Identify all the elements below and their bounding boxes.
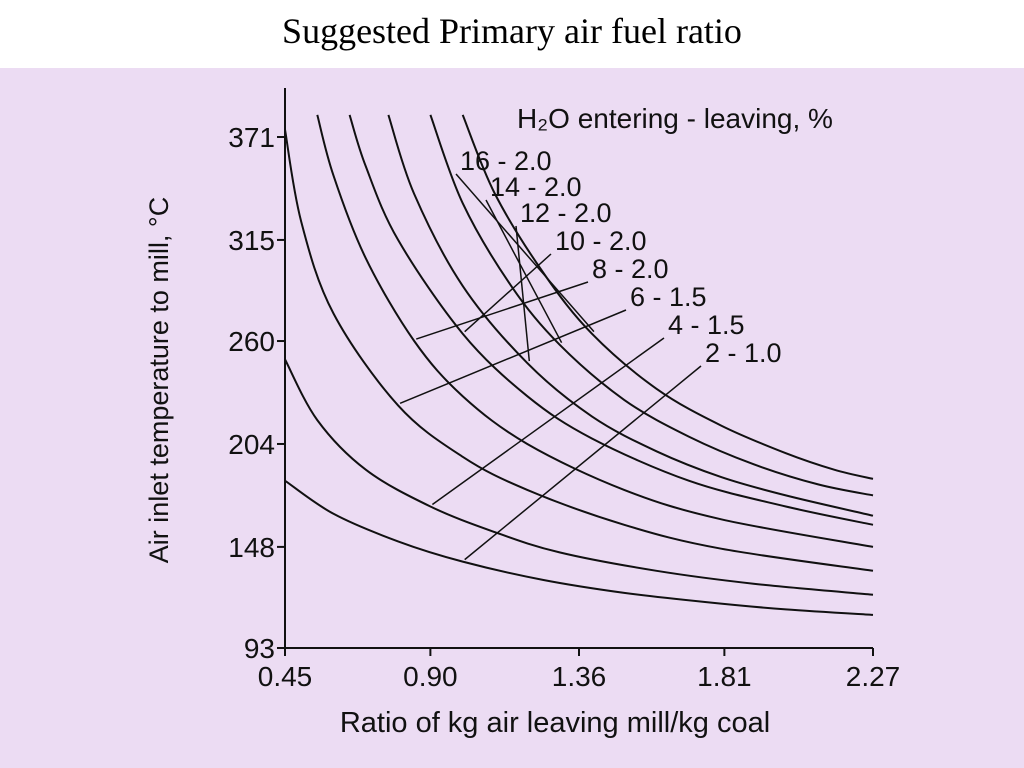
x-tick-label: 0.90 <box>403 661 458 692</box>
series-label: 14 - 2.0 <box>490 172 582 202</box>
y-tick-label: 93 <box>244 633 275 664</box>
series-label: 8 - 2.0 <box>592 254 669 284</box>
y-tick-label: 148 <box>228 532 275 563</box>
series-line <box>285 479 874 616</box>
series-label: 12 - 2.0 <box>520 198 612 228</box>
series-line <box>461 114 874 480</box>
y-axis-label: Air inlet temperature to mill, °C <box>144 197 174 563</box>
series-leader-line <box>415 281 589 340</box>
slide-title: Suggested Primary air fuel ratio <box>282 11 742 51</box>
series-line <box>285 358 874 596</box>
series-label: 6 - 1.5 <box>630 282 707 312</box>
chart-title: H₂O entering - leaving, % <box>517 103 833 134</box>
y-tick-label: 204 <box>228 429 275 460</box>
x-tick-label: 2.27 <box>846 661 901 692</box>
series-label: 10 - 2.0 <box>555 226 647 256</box>
series-line <box>285 129 874 572</box>
series-leader-line <box>515 225 531 362</box>
x-tick-label: 0.45 <box>258 661 313 692</box>
x-tick-label: 1.36 <box>552 661 607 692</box>
series-label: 4 - 1.5 <box>668 310 745 340</box>
series-line <box>429 114 874 497</box>
series-line <box>316 114 874 548</box>
x-axis-label: Ratio of kg air leaving mill/kg coal <box>340 707 770 739</box>
series-label: 2 - 1.0 <box>705 338 782 368</box>
series-leader-line <box>455 173 595 333</box>
y-tick-label: 260 <box>228 326 275 357</box>
series-leader-line <box>464 365 702 561</box>
series-line <box>348 114 874 526</box>
plot-area: 93 148 204 260 315 371 0.45 0.90 1.36 1.81 2.27 2 -… <box>228 88 900 692</box>
y-tick-label: 371 <box>228 122 275 153</box>
scanned-figure-background <box>0 68 1024 768</box>
series-line <box>387 114 874 517</box>
series-leader-line <box>431 337 665 506</box>
y-tick-label: 315 <box>228 225 275 256</box>
series-label: 16 - 2.0 <box>460 146 552 176</box>
x-tick-label: 1.81 <box>697 661 752 692</box>
